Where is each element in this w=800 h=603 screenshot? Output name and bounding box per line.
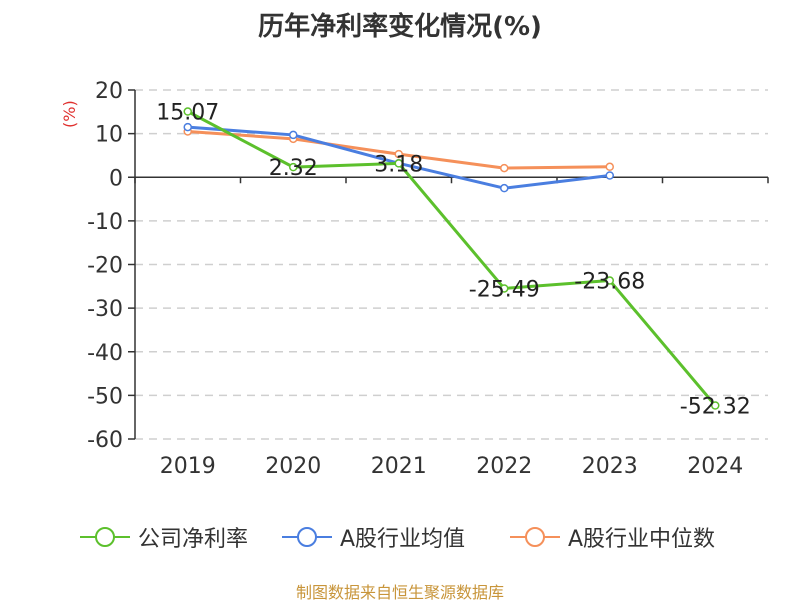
data-point	[605, 171, 614, 180]
data-point	[289, 130, 298, 140]
data-label: -25.49	[469, 277, 540, 302]
data-point	[183, 122, 192, 132]
data-label: 15.07	[156, 101, 219, 126]
data-point	[500, 183, 509, 193]
legend-label: 公司净利率	[138, 527, 249, 552]
data-point	[500, 284, 509, 293]
chart-legend: 公司净利率 A股行业均值 A股行业中位数	[0, 520, 800, 554]
y-tick-label: -50	[87, 384, 123, 409]
data-point	[711, 401, 720, 410]
legend-item[interactable]: A股行业中位数	[510, 520, 715, 554]
data-point	[183, 107, 192, 116]
data-label: -23.68	[574, 270, 645, 295]
legend-swatch	[80, 527, 130, 547]
data-label: 2.32	[269, 156, 318, 181]
chart-title: 历年净利率变化情况(%)	[258, 12, 542, 42]
x-tick-label: 2020	[265, 454, 321, 479]
y-tick-label: -60	[87, 428, 123, 453]
legend-swatch	[282, 527, 332, 547]
data-label: -52.32	[680, 394, 751, 419]
legend-item[interactable]: A股行业均值	[282, 520, 465, 554]
y-tick-label: -40	[87, 341, 123, 366]
y-tick-label: -10	[87, 210, 123, 235]
data-point	[289, 162, 298, 172]
x-tick-label: 2022	[476, 454, 532, 479]
legend-label: A股行业中位数	[568, 527, 716, 552]
x-tick-label: 2023	[582, 454, 638, 479]
source-note: 制图数据来自恒生聚源数据库	[295, 583, 504, 602]
data-point	[394, 149, 403, 159]
x-tick-label: 2024	[687, 454, 743, 479]
data-point	[605, 276, 614, 285]
series-line-0	[187, 110, 717, 407]
y-tick-label: 20	[95, 79, 123, 104]
legend-swatch	[510, 527, 560, 547]
data-point	[500, 163, 509, 173]
y-tick-label: 0	[109, 166, 123, 191]
y-tick-label: -20	[87, 254, 123, 279]
data-point	[605, 162, 614, 172]
x-tick-label: 2019	[160, 454, 216, 479]
x-tick-label: 2021	[371, 454, 427, 479]
y-tick-label: 10	[95, 123, 123, 148]
legend-item[interactable]: 公司净利率	[80, 520, 248, 554]
data-label: 3.18	[374, 152, 423, 177]
y-tick-label: -30	[87, 297, 123, 322]
data-point	[394, 159, 403, 168]
legend-label: A股行业均值	[340, 527, 466, 552]
